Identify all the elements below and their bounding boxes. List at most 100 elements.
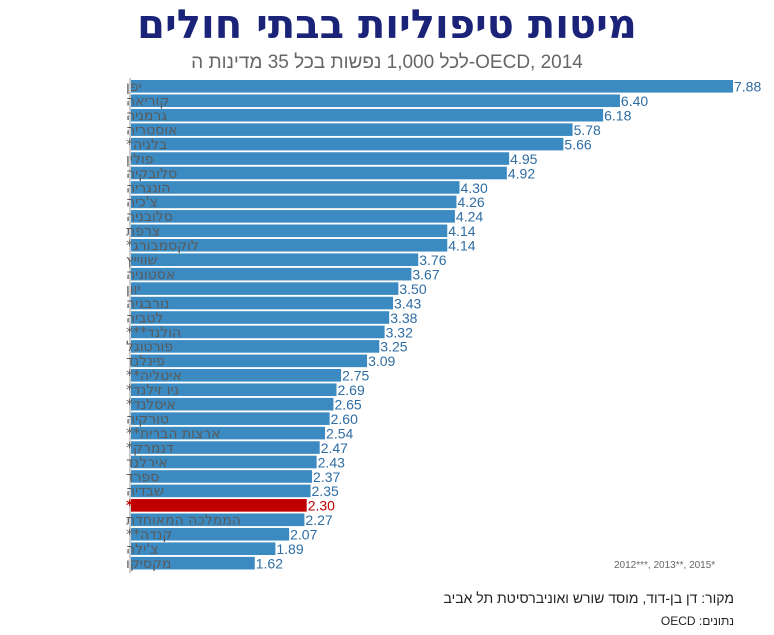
value-label: 6.40 bbox=[621, 93, 648, 109]
source-credit: מקור: דן בן-דוד, מוסד שורש ואוניברסיטת ת… bbox=[443, 590, 734, 606]
category-label: אוסטריה bbox=[126, 122, 178, 138]
category-label: צ'כיה bbox=[126, 195, 158, 211]
value-label: 4.92 bbox=[508, 165, 535, 181]
value-label: 3.09 bbox=[368, 353, 395, 369]
category-label: שווייץ bbox=[126, 253, 157, 269]
data-source: נתונים: OECD bbox=[660, 614, 734, 628]
value-label: 2.30 bbox=[308, 498, 335, 514]
value-label: 2.69 bbox=[338, 382, 365, 398]
category-label: נורבגיה bbox=[126, 296, 169, 312]
value-label: 1.62 bbox=[256, 555, 283, 571]
bar bbox=[131, 267, 412, 281]
category-label: סלובקיה bbox=[126, 166, 177, 182]
value-label: 4.14 bbox=[448, 238, 475, 254]
bar bbox=[131, 441, 320, 454]
value-label: 2.60 bbox=[331, 411, 358, 427]
bar bbox=[131, 412, 330, 425]
category-label: הולנד*** bbox=[126, 325, 181, 341]
category-label: קנדה** bbox=[126, 527, 172, 543]
bar bbox=[131, 195, 457, 209]
chart-title: מיטות טיפוליות בבתי חולים bbox=[137, 2, 637, 48]
bar bbox=[131, 108, 604, 122]
category-label: יפן bbox=[126, 79, 142, 95]
bar bbox=[131, 282, 399, 295]
value-label: 4.95 bbox=[510, 151, 537, 167]
bar bbox=[131, 311, 390, 324]
category-label: פורטוגל bbox=[126, 339, 173, 355]
category-label: מקסיקו bbox=[126, 556, 171, 572]
bar bbox=[131, 383, 337, 397]
category-label: לוקסמבורג* bbox=[126, 238, 199, 254]
category-label: הממלכה המאוחדת bbox=[126, 513, 241, 529]
bar bbox=[131, 224, 448, 238]
value-label: 4.26 bbox=[457, 194, 484, 210]
bar bbox=[131, 152, 510, 165]
category-label: קוריאה bbox=[126, 94, 169, 110]
chart-subtitle: לכל 1,000 נפשות בכל 35 מדינות ה-OECD, 20… bbox=[191, 52, 583, 73]
category-label: סלובניה bbox=[126, 209, 173, 225]
category-label: דנמרק* bbox=[126, 440, 174, 456]
bar bbox=[131, 166, 507, 180]
value-label: 4.30 bbox=[461, 180, 488, 196]
value-label: 3.50 bbox=[399, 281, 426, 297]
category-label: ארצות הברית** bbox=[126, 426, 221, 442]
value-label: 1.89 bbox=[276, 541, 303, 557]
value-label: 2.37 bbox=[313, 469, 340, 485]
bar bbox=[131, 354, 368, 368]
value-label: 2.35 bbox=[312, 483, 339, 499]
value-label: 3.38 bbox=[390, 310, 417, 326]
value-label: 2.07 bbox=[290, 527, 317, 543]
value-label: 3.32 bbox=[386, 324, 413, 340]
category-label: איסלנד* bbox=[126, 397, 176, 413]
category-label: צ'ילה bbox=[126, 542, 158, 558]
bar bbox=[131, 484, 311, 498]
bar bbox=[131, 325, 385, 339]
bar bbox=[131, 513, 305, 527]
category-label: ישראל* bbox=[126, 498, 175, 514]
bar bbox=[131, 556, 255, 570]
bar bbox=[131, 499, 307, 512]
bar bbox=[131, 527, 290, 541]
value-label: 3.67 bbox=[412, 266, 439, 282]
category-label: איטליה** bbox=[126, 368, 182, 384]
value-label: 5.78 bbox=[574, 122, 601, 138]
bar bbox=[131, 397, 334, 411]
bar bbox=[131, 369, 342, 382]
bar bbox=[131, 296, 394, 310]
category-label: שבדיה bbox=[126, 484, 164, 500]
bar bbox=[131, 123, 573, 136]
bar bbox=[131, 80, 733, 93]
category-label: יוון bbox=[126, 281, 141, 297]
bar bbox=[131, 253, 419, 266]
category-label: לטביה bbox=[126, 310, 163, 326]
value-label: 4.24 bbox=[456, 209, 483, 225]
category-label: טורקיה bbox=[126, 411, 169, 427]
value-label: 6.18 bbox=[604, 108, 631, 124]
category-label: צרפת bbox=[126, 224, 160, 240]
bar bbox=[131, 94, 620, 108]
category-label: אירלנד bbox=[126, 455, 168, 471]
category-label: אסטוניה bbox=[126, 267, 175, 283]
value-label: 2.54 bbox=[326, 425, 353, 441]
value-label: 2.47 bbox=[321, 440, 348, 456]
category-label: ספרד bbox=[126, 469, 159, 485]
bar bbox=[131, 455, 317, 469]
value-label: 4.14 bbox=[448, 223, 475, 239]
bar bbox=[131, 340, 380, 353]
category-label: בלגיה* bbox=[126, 137, 167, 153]
value-label: 3.43 bbox=[394, 295, 421, 311]
bar bbox=[131, 137, 564, 151]
value-label: 3.76 bbox=[419, 252, 446, 268]
category-label: ניו זילנד* bbox=[126, 383, 179, 399]
bar bbox=[131, 426, 326, 440]
category-label: גרמניה bbox=[126, 108, 167, 124]
footnote-years: 2012***, 2013**, 2015* bbox=[614, 560, 716, 571]
category-label: פולין bbox=[126, 151, 153, 167]
bar bbox=[131, 542, 276, 555]
value-label: 7.88 bbox=[734, 79, 761, 95]
bar bbox=[131, 181, 460, 194]
value-label: 2.75 bbox=[342, 368, 369, 384]
value-label: 3.25 bbox=[380, 339, 407, 355]
category-label: פינלנד bbox=[126, 354, 165, 370]
